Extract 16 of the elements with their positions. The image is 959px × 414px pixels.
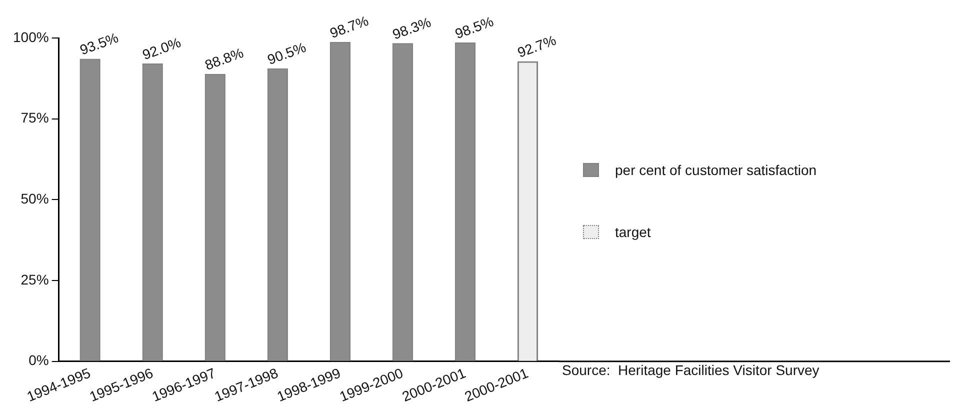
y-tick-label: 50%	[20, 190, 49, 207]
legend-label: target	[615, 224, 651, 240]
source-note: Source: Heritage Facilities Visitor Survey	[562, 362, 820, 378]
y-tick-label: 0%	[28, 352, 49, 368]
data-label: 92.0%	[140, 34, 183, 63]
data-label: 93.5%	[78, 29, 120, 58]
y-tick-label: 75%	[20, 110, 49, 126]
data-label: 88.8%	[202, 44, 246, 74]
y-tick-label: 100%	[12, 28, 49, 45]
data-label: 98.5%	[452, 13, 496, 42]
data-label: 98.7%	[328, 12, 370, 42]
data-label: 98.3%	[390, 14, 433, 42]
data-label: 90.5%	[265, 38, 308, 68]
data-label: 92.7%	[515, 32, 558, 60]
y-tick-label: 25%	[20, 271, 49, 288]
legend-label: per cent of customer satisfaction	[615, 162, 817, 178]
